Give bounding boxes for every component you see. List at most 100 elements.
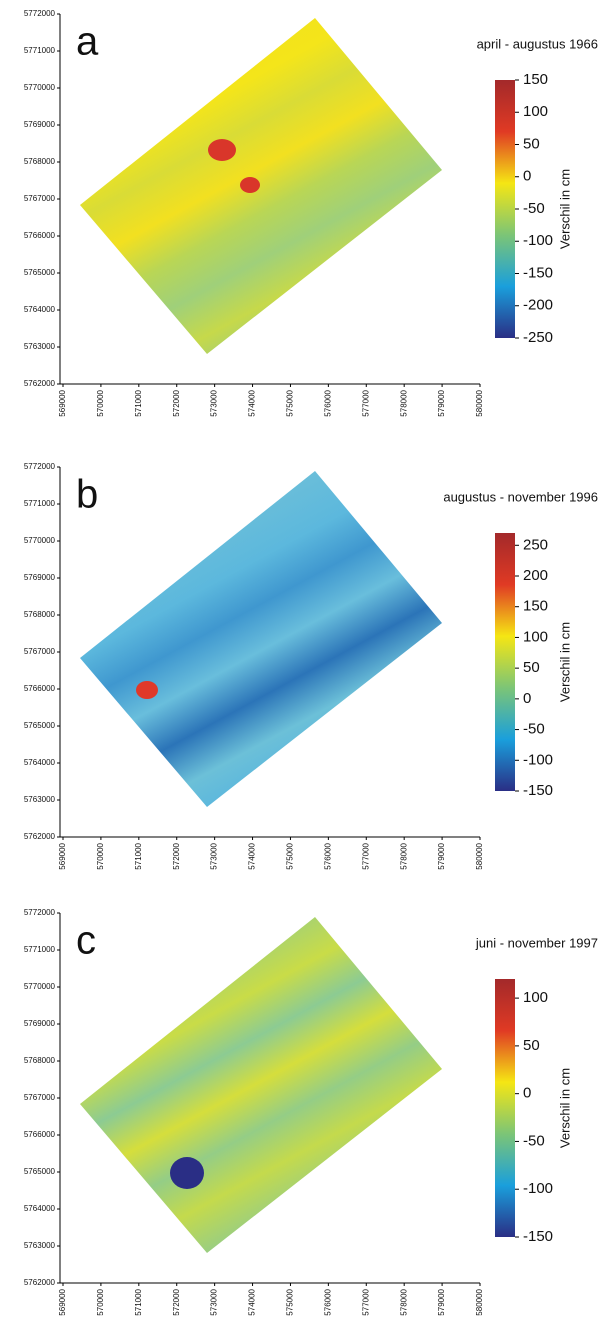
y-tick-label: 5771000: [24, 945, 56, 954]
y-tick-label: 5772000: [24, 908, 56, 917]
x-tick-label: 569000: [58, 389, 67, 416]
x-tick-label: 576000: [323, 389, 332, 416]
colorbar-tick-label: 0: [523, 690, 531, 707]
x-tick-label: 573000: [210, 1288, 219, 1315]
colorbar-tick-label: -100: [523, 751, 553, 768]
colorbar-tick-label: -100: [523, 1180, 553, 1197]
x-tick-label: 580000: [475, 1288, 484, 1315]
x-tick-label: 579000: [437, 1288, 446, 1315]
x-tick-label: 577000: [361, 389, 370, 416]
colorbar-tick-label: -150: [523, 782, 553, 799]
x-tick-label: 575000: [286, 389, 295, 416]
panel-label: b: [76, 473, 98, 517]
y-tick-label: 5766000: [24, 684, 56, 693]
x-tick-label: 579000: [437, 842, 446, 869]
x-tick-label: 571000: [134, 1288, 143, 1315]
colorbar-tick-label: -200: [523, 297, 553, 314]
panel-label: c: [76, 919, 96, 963]
y-tick-label: 5770000: [24, 536, 56, 545]
panel: 5762000 5763000 5764000 5765000 5766000 57670…: [24, 462, 598, 870]
y-tick-label: 5762000: [24, 1278, 56, 1287]
panel-title: augustus - november 1996: [443, 489, 598, 504]
y-tick-label: 5766000: [24, 231, 56, 240]
x-tick-label: 573000: [210, 389, 219, 416]
x-tick-label: 576000: [323, 1288, 332, 1315]
x-tick-label: 574000: [248, 389, 257, 416]
x-tick-label: 574000: [248, 842, 257, 869]
x-tick-label: 575000: [286, 1288, 295, 1315]
y-tick-label: 5764000: [24, 305, 56, 314]
colorbar-label: Verschil in cm: [557, 622, 572, 702]
colorbar: [495, 80, 515, 338]
x-tick-label: 570000: [96, 389, 105, 416]
y-tick-label: 5763000: [24, 1241, 56, 1250]
colorbar-tick-label: -50: [523, 200, 545, 217]
y-tick-label: 5762000: [24, 379, 56, 388]
colorbar-tick-label: -100: [523, 232, 553, 249]
colorbar: [495, 979, 515, 1237]
x-tick-label: 576000: [323, 842, 332, 869]
x-tick-label: 578000: [399, 842, 408, 869]
map-anomaly: [208, 139, 236, 161]
y-tick-label: 5767000: [24, 1093, 56, 1102]
colorbar-label: Verschil in cm: [557, 169, 572, 249]
map-area: [80, 18, 442, 354]
colorbar-tick-label: -50: [523, 721, 545, 738]
y-tick-label: 5765000: [24, 268, 56, 277]
x-tick-label: 569000: [58, 842, 67, 869]
y-tick-label: 5765000: [24, 721, 56, 730]
map-anomaly: [136, 681, 158, 699]
y-tick-label: 5765000: [24, 1167, 56, 1176]
x-tick-label: 580000: [475, 842, 484, 869]
x-tick-label: 570000: [96, 1288, 105, 1315]
y-tick-label: 5769000: [24, 120, 56, 129]
y-tick-label: 5769000: [24, 573, 56, 582]
x-tick-label: 570000: [96, 842, 105, 869]
y-tick-label: 5771000: [24, 46, 56, 55]
colorbar-tick-label: -250: [523, 329, 553, 346]
y-tick-label: 5764000: [24, 1204, 56, 1213]
y-tick-label: 5768000: [24, 157, 56, 166]
panel-title: juni - november 1997: [475, 935, 598, 950]
x-tick-label: 572000: [172, 842, 181, 869]
y-tick-label: 5767000: [24, 647, 56, 656]
y-tick-label: 5763000: [24, 342, 56, 351]
y-tick-label: 5763000: [24, 795, 56, 804]
colorbar-tick-label: -50: [523, 1132, 545, 1149]
x-tick-label: 572000: [172, 1288, 181, 1315]
panel: 5762000 5763000 5764000 5765000 5766000 57670…: [24, 9, 598, 417]
y-tick-label: 5764000: [24, 758, 56, 767]
colorbar-tick-label: 100: [523, 103, 548, 120]
map-anomaly: [240, 177, 260, 193]
colorbar-tick-label: 150: [523, 71, 548, 88]
map-area: [80, 471, 442, 807]
map-area: [80, 917, 442, 1253]
colorbar-tick-label: 100: [523, 989, 548, 1006]
y-tick-label: 5772000: [24, 462, 56, 471]
colorbar-tick-label: 200: [523, 567, 548, 584]
x-tick-label: 574000: [248, 1288, 257, 1315]
y-tick-label: 5772000: [24, 9, 56, 18]
y-tick-label: 5771000: [24, 499, 56, 508]
colorbar-label: Verschil in cm: [557, 1068, 572, 1148]
colorbar-tick-label: 50: [523, 135, 540, 152]
x-tick-label: 577000: [361, 842, 370, 869]
y-tick-label: 5768000: [24, 610, 56, 619]
x-tick-label: 578000: [399, 389, 408, 416]
y-tick-label: 5766000: [24, 1130, 56, 1139]
colorbar: [495, 533, 515, 791]
y-tick-label: 5770000: [24, 83, 56, 92]
colorbar-tick-label: 0: [523, 168, 531, 185]
x-tick-label: 578000: [399, 1288, 408, 1315]
y-tick-label: 5770000: [24, 982, 56, 991]
colorbar-tick-label: 0: [523, 1085, 531, 1102]
x-tick-label: 577000: [361, 1288, 370, 1315]
panel-label: a: [76, 20, 99, 64]
colorbar-tick-label: -150: [523, 264, 553, 281]
x-tick-label: 579000: [437, 389, 446, 416]
x-tick-label: 575000: [286, 842, 295, 869]
x-tick-label: 571000: [134, 842, 143, 869]
panel: 5762000 5763000 5764000 5765000 5766000 57670…: [24, 908, 598, 1316]
x-tick-label: 573000: [210, 842, 219, 869]
